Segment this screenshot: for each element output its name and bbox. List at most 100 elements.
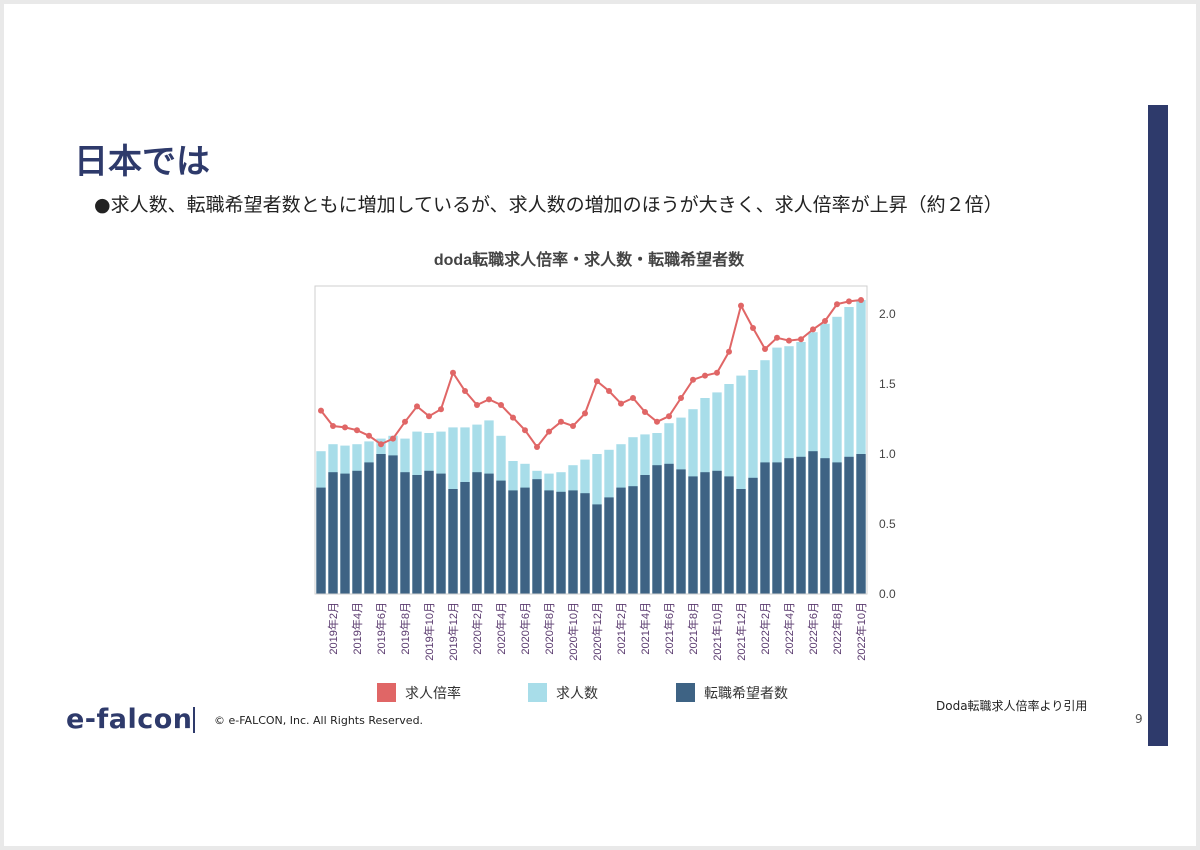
y-tick-label: 1.0 bbox=[879, 447, 896, 461]
point-ratio bbox=[366, 432, 372, 439]
point-ratio bbox=[594, 378, 600, 385]
bar-seekers bbox=[676, 469, 686, 594]
x-tick-label: 2022年8月 bbox=[830, 602, 844, 655]
x-tick-label: 2019年8月 bbox=[398, 602, 412, 655]
y-tick-label: 2.0 bbox=[879, 307, 896, 321]
point-ratio bbox=[438, 406, 444, 413]
legend-label: 転職希望者数 bbox=[704, 685, 788, 701]
point-ratio bbox=[762, 346, 768, 352]
y-tick-label: 0.0 bbox=[879, 587, 896, 601]
bar-seekers bbox=[856, 454, 866, 594]
bar-seekers bbox=[748, 477, 758, 594]
bar-seekers bbox=[352, 470, 362, 594]
line-layer bbox=[318, 297, 864, 450]
point-ratio bbox=[786, 337, 792, 344]
slide: 日本では ●求人数、転職希望者数ともに増加しているが、求人数の増加のほうが大きく… bbox=[4, 4, 1196, 846]
slide-title: 日本では bbox=[74, 142, 210, 182]
bar-seekers bbox=[496, 480, 506, 594]
bar-seekers bbox=[700, 472, 710, 594]
chart-svg: doda転職求人倍率・求人数・転職希望者数 0.0 0.5 1.0 1.5 2.0 201… bbox=[314, 250, 896, 702]
point-ratio bbox=[618, 400, 624, 407]
x-tick-label: 2020年8月 bbox=[542, 602, 556, 655]
bar-jobs bbox=[856, 300, 866, 594]
point-ratio bbox=[750, 325, 756, 331]
bar-seekers bbox=[460, 482, 470, 594]
source-note: Doda転職求人倍率より引用 bbox=[936, 699, 1088, 713]
x-tick-label: 2022年10月 bbox=[854, 602, 868, 661]
point-ratio bbox=[402, 418, 408, 425]
plot-frame bbox=[314, 285, 868, 595]
bar-seekers bbox=[652, 465, 662, 594]
axis-layer: 0.0 0.5 1.0 1.5 2.0 2019年2月 2019年4月 2019年6月 2019… bbox=[314, 285, 896, 661]
point-ratio bbox=[630, 395, 636, 401]
bar-seekers bbox=[832, 462, 842, 594]
legend-layer: 求人倍率 求人数 転職希望者数 bbox=[377, 683, 788, 702]
bar-seekers bbox=[640, 475, 650, 594]
bar-seekers bbox=[316, 487, 326, 594]
bar-seekers bbox=[592, 504, 602, 594]
point-ratio bbox=[342, 424, 348, 431]
bars-layer bbox=[316, 300, 866, 594]
bar-seekers bbox=[424, 470, 434, 594]
x-tick-label: 2020年2月 bbox=[470, 602, 484, 655]
bar-jobs bbox=[736, 375, 746, 594]
point-ratio bbox=[678, 395, 684, 401]
bar-seekers bbox=[508, 490, 518, 594]
point-ratio bbox=[702, 372, 708, 379]
point-ratio bbox=[354, 427, 360, 434]
point-ratio bbox=[378, 441, 384, 448]
x-tick-label: 2019年6月 bbox=[374, 602, 388, 655]
point-ratio bbox=[558, 418, 564, 425]
x-tick-label: 2019年4月 bbox=[350, 602, 364, 655]
bar-seekers bbox=[784, 458, 794, 594]
point-ratio bbox=[474, 402, 480, 408]
bar-seekers bbox=[484, 473, 494, 594]
e-falcon-logo: e-falcon bbox=[66, 704, 193, 735]
point-ratio bbox=[846, 298, 852, 305]
point-ratio bbox=[546, 428, 552, 435]
bar-seekers bbox=[364, 462, 374, 594]
x-tick-label: 2020年6月 bbox=[518, 602, 532, 655]
point-ratio bbox=[798, 336, 804, 343]
point-ratio bbox=[330, 423, 336, 429]
x-tick-label: 2021年4月 bbox=[638, 602, 652, 655]
accent-side-bar bbox=[1148, 105, 1168, 746]
point-ratio bbox=[522, 427, 528, 434]
point-ratio bbox=[714, 369, 720, 376]
point-ratio bbox=[642, 409, 648, 415]
point-ratio bbox=[654, 418, 660, 425]
x-tick-label: 2021年2月 bbox=[614, 602, 628, 655]
x-tick-label: 2020年10月 bbox=[566, 602, 580, 661]
bar-seekers bbox=[628, 486, 638, 594]
bar-seekers bbox=[448, 489, 458, 594]
bar-seekers bbox=[556, 491, 566, 594]
x-tick-label: 2021年6月 bbox=[662, 602, 676, 655]
bar-seekers bbox=[808, 451, 818, 594]
x-tick-label: 2019年10月 bbox=[422, 602, 436, 661]
bar-seekers bbox=[400, 472, 410, 594]
point-ratio bbox=[582, 410, 588, 417]
legend-swatch bbox=[528, 683, 547, 702]
point-ratio bbox=[486, 396, 492, 403]
point-ratio bbox=[606, 388, 612, 394]
point-ratio bbox=[690, 376, 696, 383]
point-ratio bbox=[858, 297, 864, 303]
y-tick-label: 1.5 bbox=[879, 377, 896, 391]
point-ratio bbox=[570, 423, 576, 429]
bar-seekers bbox=[820, 458, 830, 594]
bar-jobs bbox=[832, 316, 842, 594]
bar-seekers bbox=[616, 487, 626, 594]
bar-seekers bbox=[772, 462, 782, 594]
page-number: 9 bbox=[1135, 712, 1143, 726]
bar-seekers bbox=[388, 455, 398, 594]
point-ratio bbox=[810, 326, 816, 333]
point-ratio bbox=[738, 302, 744, 309]
x-tick-label: 2020年12月 bbox=[590, 602, 604, 661]
x-tick-label: 2021年10月 bbox=[710, 602, 724, 661]
copyright-text: © e-FALCON, Inc. All Rights Reserved. bbox=[214, 714, 424, 727]
bar-jobs bbox=[844, 307, 854, 594]
line-ratio bbox=[320, 299, 862, 449]
bar-seekers bbox=[520, 487, 530, 594]
x-tick-label: 2022年4月 bbox=[782, 602, 796, 655]
point-ratio bbox=[534, 444, 540, 450]
